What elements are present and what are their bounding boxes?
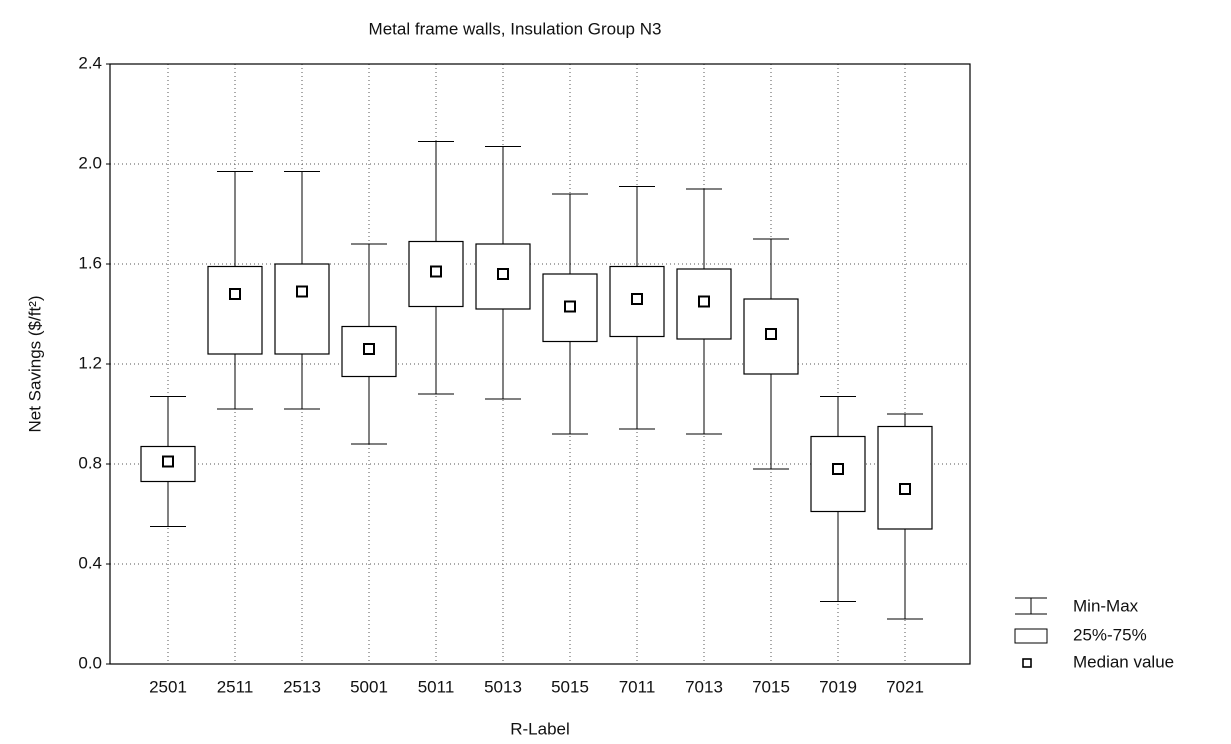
median-marker bbox=[229, 288, 241, 300]
median-marker bbox=[765, 328, 777, 340]
box bbox=[542, 273, 598, 343]
y-tick-label: 1.6 bbox=[78, 253, 102, 272]
box bbox=[274, 263, 330, 355]
y-tick-label: 2.4 bbox=[78, 53, 102, 72]
median-marker bbox=[296, 285, 308, 298]
y-tick-label: 0.8 bbox=[78, 453, 102, 472]
median-marker bbox=[497, 268, 509, 280]
x-tick-label: 7011 bbox=[619, 677, 656, 696]
plot-frame bbox=[109, 63, 971, 665]
median-marker bbox=[564, 300, 576, 313]
median-marker bbox=[698, 295, 710, 308]
median-marker bbox=[832, 463, 844, 475]
median-marker bbox=[631, 293, 643, 305]
median-marker bbox=[162, 455, 174, 468]
legend-label: Median value bbox=[1073, 652, 1174, 671]
box bbox=[475, 243, 531, 310]
x-tick-label: 7021 bbox=[886, 677, 924, 696]
x-tick-label: 2501 bbox=[149, 677, 187, 696]
y-axis-label: Net Savings ($/ft²) bbox=[25, 296, 44, 433]
x-tick-label: 5001 bbox=[350, 677, 388, 696]
chart-title: Metal frame walls, Insulation Group N3 bbox=[369, 19, 662, 38]
x-tick-label: 7015 bbox=[752, 677, 790, 696]
box bbox=[207, 265, 263, 355]
legend-label: Min-Max bbox=[1073, 596, 1139, 615]
y-tick-label: 0.0 bbox=[78, 653, 102, 672]
x-axis-label: R-Label bbox=[510, 719, 570, 738]
x-tick-label: 2511 bbox=[217, 677, 254, 696]
median-marker bbox=[363, 343, 375, 355]
x-tick-label: 5011 bbox=[418, 677, 455, 696]
x-tick-label: 7019 bbox=[819, 677, 857, 696]
legend-box bbox=[1014, 628, 1048, 644]
x-tick-label: 5013 bbox=[484, 677, 522, 696]
x-tick-label: 7013 bbox=[685, 677, 723, 696]
x-tick-label: 5015 bbox=[551, 677, 589, 696]
median-marker bbox=[430, 265, 442, 278]
box bbox=[877, 425, 933, 530]
y-tick-label: 1.2 bbox=[78, 353, 102, 372]
y-tick-label: 2.0 bbox=[78, 153, 102, 172]
median-marker bbox=[899, 483, 911, 495]
legend-median bbox=[1022, 658, 1032, 668]
y-tick-label: 0.4 bbox=[78, 553, 102, 572]
x-tick-label: 2513 bbox=[283, 677, 321, 696]
legend-label: 25%-75% bbox=[1073, 625, 1147, 644]
